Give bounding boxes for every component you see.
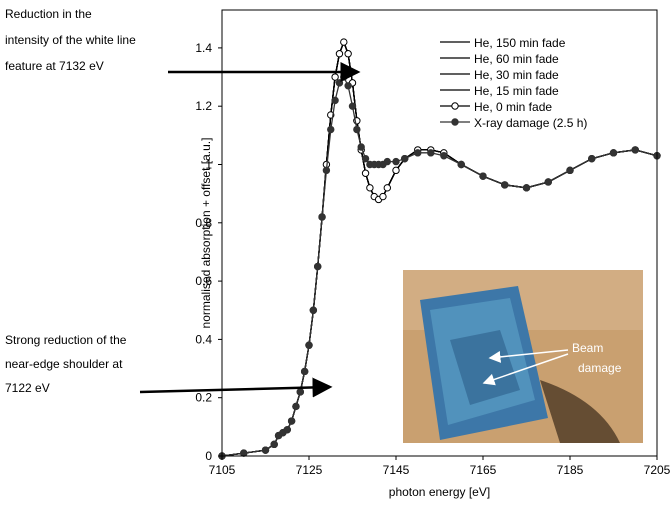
x-tick-label: 7125	[296, 463, 323, 477]
data-point	[392, 157, 400, 166]
data-point	[305, 341, 313, 349]
data-point	[501, 181, 509, 189]
inset-arrow	[482, 353, 569, 386]
data-point	[588, 154, 596, 163]
y-tick-label: 0.4	[195, 332, 212, 346]
inset-photo	[403, 270, 643, 443]
y-tick-label: 1.4	[195, 41, 212, 55]
data-point	[383, 157, 391, 166]
data-point	[327, 125, 335, 134]
data-point	[261, 446, 270, 454]
x-tick-label: 7185	[557, 463, 584, 477]
data-point	[283, 426, 291, 434]
annotation-text: intensity of the white line	[5, 33, 136, 47]
data-point	[631, 146, 639, 154]
legend-label: He, 60 min fade	[474, 52, 559, 66]
plot-frame	[221, 9, 658, 457]
data-point	[353, 125, 361, 134]
annotation-text: feature at 7132 eV	[5, 59, 104, 73]
data-point	[427, 149, 435, 157]
data-point	[296, 388, 304, 396]
data-point	[383, 184, 391, 192]
y-tick-label: 0.8	[195, 216, 212, 230]
data-point	[479, 172, 487, 180]
data-point	[361, 169, 370, 177]
x-tick-label: 7145	[383, 463, 410, 477]
data-point	[379, 192, 387, 201]
data-point	[361, 154, 370, 163]
data-point	[314, 262, 322, 271]
data-point	[348, 102, 357, 110]
data-point	[357, 143, 365, 151]
legend-marker	[451, 118, 459, 126]
data-point	[300, 367, 309, 376]
data-point	[401, 154, 409, 163]
annotation-text: 7122 eV	[5, 381, 50, 395]
data-point	[287, 417, 296, 425]
data-point	[340, 73, 348, 81]
data-point	[344, 50, 352, 58]
data-point	[335, 50, 344, 58]
data-point	[440, 152, 448, 160]
data-point	[318, 213, 326, 221]
x-tick-label: 7105	[209, 463, 236, 477]
data-point	[331, 96, 339, 105]
data-point	[366, 184, 374, 192]
annotation-text: Strong reduction of the	[5, 333, 127, 347]
data-point	[414, 149, 422, 157]
plot-area	[218, 38, 661, 460]
inset-arrow	[488, 349, 569, 363]
data-point	[566, 166, 574, 175]
data-point	[522, 184, 531, 192]
y-tick-label: 1.2	[195, 99, 212, 113]
legend-label: X-ray damage (2.5 h)	[474, 116, 587, 130]
data-point	[392, 166, 400, 175]
data-point	[457, 160, 465, 169]
legend-label: He, 150 min fade	[474, 36, 566, 50]
inset-label: Beam	[572, 341, 603, 355]
annotation-text: near-edge shoulder at	[5, 357, 123, 371]
y-tick-label: 0.6	[195, 274, 212, 288]
annotation-arrow	[139, 377, 333, 398]
data-point	[309, 306, 318, 314]
x-axis-label: photon energy [eV]	[389, 485, 490, 499]
legend-label: He, 30 min fade	[474, 68, 559, 82]
y-tick-label: 1	[205, 157, 212, 171]
data-point	[270, 440, 278, 449]
data-point	[331, 73, 339, 81]
inset-label: damage	[578, 361, 622, 375]
data-point	[322, 166, 331, 175]
x-tick-label: 7165	[470, 463, 497, 477]
data-point	[344, 82, 352, 90]
annotation-text: Reduction in the	[5, 7, 92, 21]
data-point	[292, 402, 300, 411]
x-tick-label: 7205	[644, 463, 671, 477]
legend-label: He, 0 min fade	[474, 100, 552, 114]
y-tick-label: 0	[205, 449, 212, 463]
data-point	[340, 38, 348, 46]
data-point	[609, 149, 618, 157]
legend-marker	[451, 102, 459, 110]
legend-label: He, 15 min fade	[474, 84, 559, 98]
data-point	[544, 178, 552, 186]
y-tick-label: 0.2	[195, 391, 212, 405]
data-point	[240, 449, 248, 457]
data-point	[335, 79, 344, 87]
y-axis-label: normalised absorption + offset [a.u.]	[199, 138, 213, 329]
